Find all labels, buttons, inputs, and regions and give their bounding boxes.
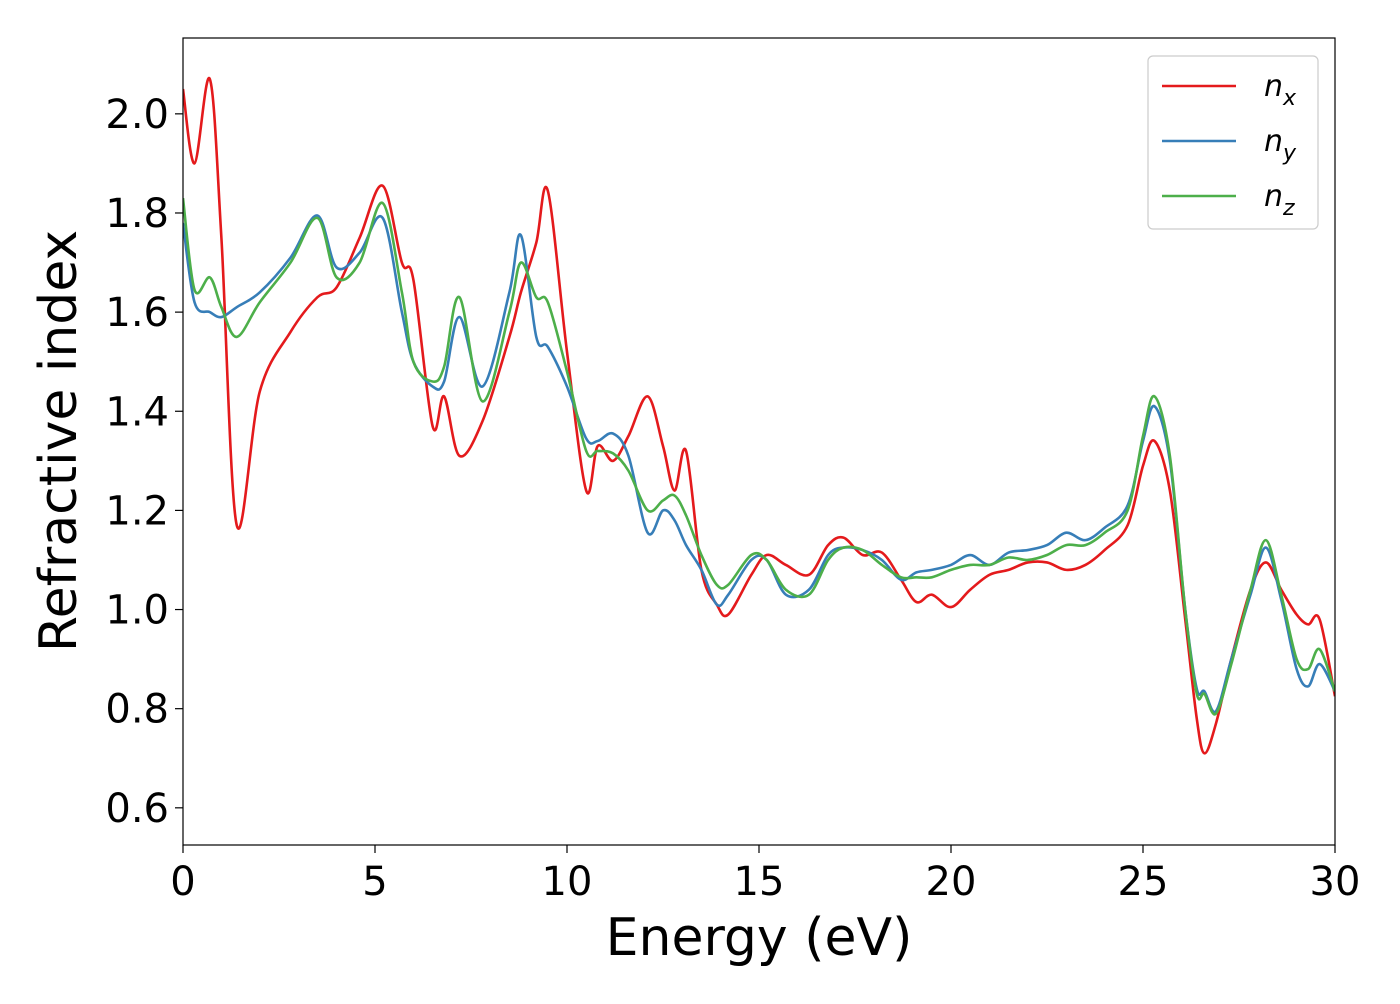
legend-label: ny [1264, 124, 1297, 166]
data-line [183, 197, 1335, 716]
legend-label: nx [1264, 69, 1297, 111]
y-tick-label: 1.2 [105, 488, 169, 534]
x-tick-label: 15 [734, 859, 785, 905]
x-axis-label: Energy (eV) [606, 908, 913, 968]
y-tick-label: 0.8 [105, 687, 169, 733]
y-tick-label: 2.0 [105, 92, 169, 138]
legend-label: nz [1264, 179, 1295, 221]
x-tick-label: 20 [926, 859, 977, 905]
legend: nx ny nz [1147, 55, 1319, 230]
x-tick-label: 10 [542, 859, 593, 905]
y-tick-label: 1.8 [105, 191, 169, 237]
y-axis-label: Refractive index [29, 230, 89, 652]
y-tick-label: 1.0 [105, 588, 169, 634]
x-tick-label: 25 [1118, 859, 1169, 905]
x-tick-label: 5 [362, 859, 387, 905]
data-line [183, 76, 1335, 755]
x-tick-label: 0 [170, 859, 195, 905]
y-tick-label: 0.6 [105, 786, 169, 832]
y-tick-label: 1.4 [105, 389, 169, 435]
y-tick-label: 1.6 [105, 290, 169, 336]
x-tick-label: 30 [1310, 859, 1361, 905]
legend-box [1147, 55, 1319, 230]
plot-frame [182, 37, 1336, 846]
data-line [183, 214, 1335, 714]
